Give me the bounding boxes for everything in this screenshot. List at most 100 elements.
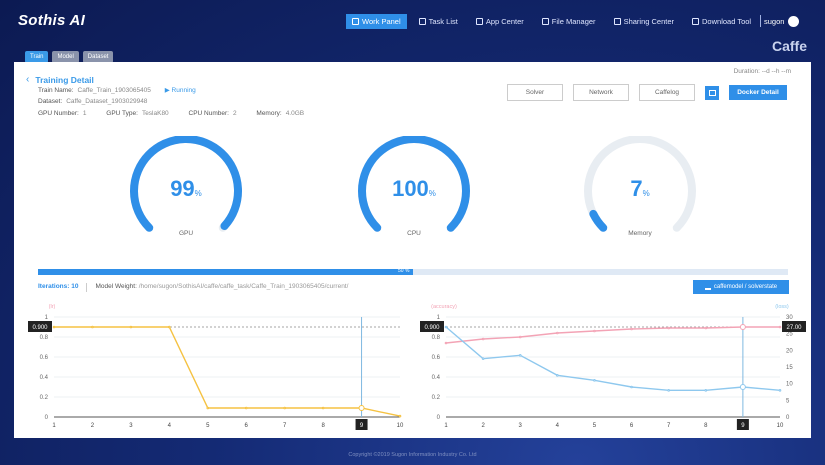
series-line-0 [445,326,780,344]
nav-work-panel[interactable]: Work Panel [346,14,407,29]
data-point [739,384,746,390]
gauge-fill [358,136,470,232]
user-menu[interactable]: sugon [764,16,800,27]
y-marker-badge [28,321,52,332]
nav-file-manager[interactable]: File Manager [536,14,602,29]
y-tick-label: 0.4 [432,375,441,381]
train-name-row: Train Name: Caffe_Train_1903065405 ▶ Runn… [38,86,196,94]
data-point [283,406,286,410]
gauge-value: 100% [355,176,473,202]
y-right-tick-label: 25 [786,332,793,338]
avatar [788,16,800,27]
calendar-icon [708,89,716,96]
network-button[interactable]: Network [573,84,629,101]
gauge-label: CPU [407,230,421,237]
solver-button[interactable]: Solver [507,84,563,101]
divider [760,15,761,27]
training-detail-panel: ‹ Training Detail Duration: --d --h --m … [14,62,811,438]
data-point [129,325,133,329]
y-right-marker-label: 27.00 [786,325,802,331]
data-point [593,329,596,333]
y-tick-label: 0.4 [40,375,49,381]
x-tick-label: 6 [630,423,634,429]
download-icon [704,284,711,290]
folder-icon [541,18,549,25]
nav-task-list[interactable]: Task List [413,14,464,29]
gauge-value: 7% [581,176,699,202]
data-point [481,357,485,360]
y-tick-label: 0 [45,415,49,421]
status-running: ▶ Running [164,87,196,94]
divider [86,283,88,292]
x-tick-label: 7 [667,423,671,429]
dataset-row: Dataset: Caffe_Dataset_1903029948 [38,98,147,105]
gauge-number: 99 [170,176,195,201]
top-bar: Sothis AI Work Panel Task List App Cente… [0,0,825,54]
x-tick-label: 6 [245,423,249,429]
nav-sharing-center[interactable]: Sharing Center [608,14,680,29]
data-point [630,327,633,331]
y-right-tick-label: 20 [786,348,793,354]
gauge-svg [130,136,242,232]
gauge-label: Memory [628,230,652,237]
tab-dataset[interactable]: Dataset [82,51,114,63]
tab-train[interactable]: Train [25,51,49,63]
gauge-value: 99% [127,176,245,202]
progress-fill [38,269,413,275]
nav-label: App Center [485,17,524,26]
gpu-number-label: GPU Number: [38,110,79,117]
user-name: sugon [764,17,785,26]
data-point [667,326,670,330]
duration: Duration: --d --h --m [733,68,791,75]
y-axis-right-label: (loss) [775,304,789,310]
x-tick-label: 3 [519,423,523,429]
iterations-value: 10 [71,283,79,290]
x-tick-label: 10 [777,423,784,429]
y-tick-label: 1 [437,315,441,321]
data-point [518,335,522,339]
data-point [704,389,708,392]
cpu-gauge: 100% CPU [355,136,473,246]
data-point [244,406,248,410]
back-chevron-icon[interactable]: ‹ [26,74,30,85]
iteration-row: Iterations: 10 Model Weight: /home/sugon… [38,283,348,292]
data-point [667,389,670,392]
progress-label: 50 % [398,268,410,274]
memory-value: 4.0GB [285,110,305,117]
dataset-value: Caffe_Dataset_1903029948 [66,98,148,105]
nav-label: Work Panel [362,17,401,26]
data-point [444,325,448,329]
y-tick-label: 0.6 [40,355,49,361]
x-tick-label: 8 [321,423,325,429]
grid-icon [475,18,483,25]
gpu-type-label: GPU Type: [106,110,138,117]
calendar-button[interactable] [705,85,719,100]
data-point [91,325,94,329]
gauge-fill [130,136,242,232]
nav-app-center[interactable]: App Center [470,14,530,29]
gauge-unit: % [194,189,202,198]
tab-model[interactable]: Model [52,51,79,63]
data-point [321,406,325,410]
y-right-tick-label: 0 [786,415,790,421]
data-point [778,325,782,329]
y-marker-badge [420,321,444,332]
y-tick-label: 0 [437,415,441,421]
docker-detail-button[interactable]: Docker Detail [729,85,787,100]
product-title: Caffe [772,38,808,54]
x-tick-label: 10 [397,423,404,429]
nav-download-tool[interactable]: Download Tool [686,14,757,29]
data-point [168,325,171,329]
download-model-button[interactable]: caffemodel / solverstate [693,280,789,294]
nav-label: Download Tool [702,17,752,26]
training-progress-bar: 50 % [38,268,788,275]
cpu-number-label: CPU Number: [188,110,229,117]
gauge-label: GPU [178,230,194,237]
nav-label: Task List [428,17,458,26]
y-tick-label: 0.2 [40,395,49,401]
x-tick-label: 2 [91,423,95,429]
data-point [739,324,746,330]
y-marker-label: 0.900 [32,325,48,331]
y-axis-label: (accuracy) [431,304,457,310]
caffelog-button[interactable]: Caffelog [639,84,695,101]
